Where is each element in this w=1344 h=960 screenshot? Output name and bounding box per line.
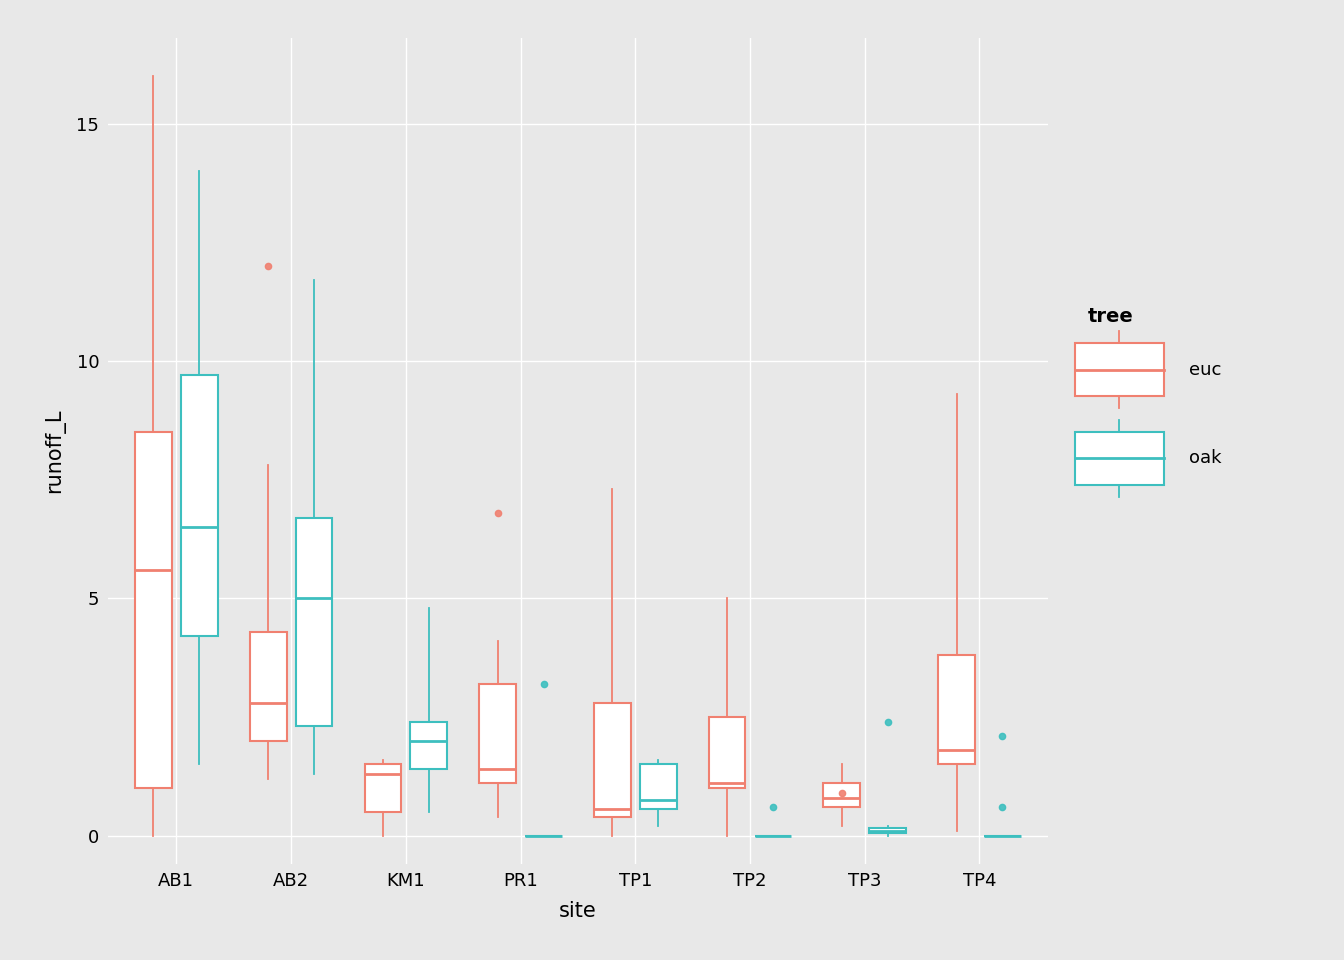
Y-axis label: runoff_L: runoff_L — [44, 409, 66, 493]
Bar — [938, 656, 974, 764]
Text: oak: oak — [1189, 449, 1222, 468]
X-axis label: site: site — [559, 901, 597, 922]
Bar — [181, 375, 218, 636]
Bar — [480, 684, 516, 783]
Bar — [594, 703, 630, 817]
Text: tree: tree — [1087, 307, 1133, 326]
Bar — [410, 722, 448, 769]
Bar — [708, 717, 746, 788]
Text: euc: euc — [1189, 361, 1222, 378]
Bar — [870, 828, 906, 833]
Bar — [134, 432, 172, 788]
Bar — [296, 517, 332, 727]
Bar — [640, 764, 676, 809]
Bar — [250, 632, 286, 740]
Bar — [364, 764, 402, 812]
Bar — [824, 783, 860, 807]
